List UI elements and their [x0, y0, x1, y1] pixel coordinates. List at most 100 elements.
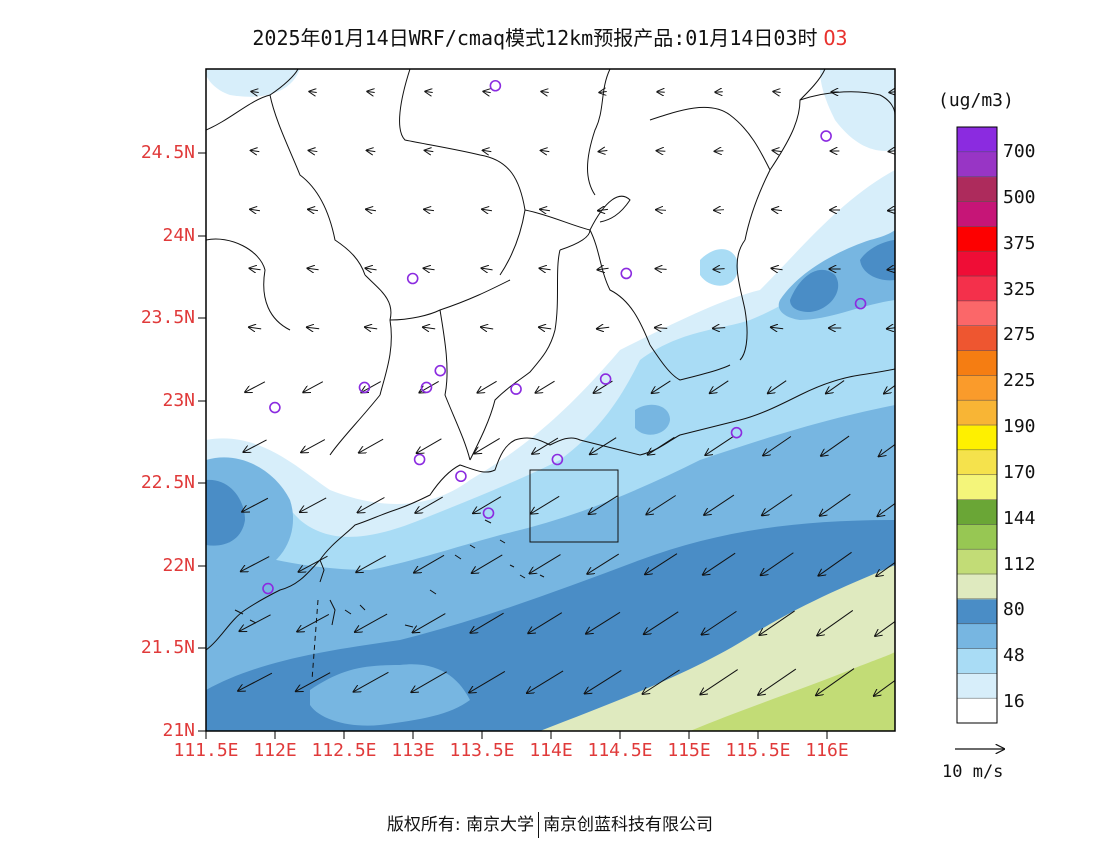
wind-vector — [820, 493, 851, 516]
wind-vector — [296, 672, 331, 692]
wind-vector — [413, 613, 446, 633]
wind-vector — [423, 268, 435, 270]
colorbar-segment — [957, 673, 997, 699]
cb-label-112: 112 — [1003, 554, 1036, 575]
wind-reference-label: 10 m/s — [942, 762, 1004, 782]
wind-vector — [541, 150, 550, 151]
wind-vector — [532, 437, 559, 454]
wind-vector — [643, 669, 680, 694]
wind-vector — [359, 438, 384, 453]
wind-vector — [713, 328, 726, 329]
title-text: 2025年01月14日WRF/cmaq模式12km预报产品:01月14日03时 — [252, 26, 818, 50]
lon-label-113: 113E — [391, 740, 435, 761]
station-marker — [730, 426, 743, 439]
wind-vector — [367, 150, 376, 151]
wind-vector — [415, 496, 443, 513]
wind-vector — [599, 150, 608, 151]
wind-vector — [239, 614, 271, 631]
lat-label-21: 21N — [162, 720, 195, 741]
lat-label-22-5: 22.5N — [140, 472, 195, 493]
cb-label-500: 500 — [1003, 187, 1036, 208]
wind-vector — [309, 150, 318, 151]
wind-vector — [585, 670, 622, 693]
colorbar-segment — [957, 201, 997, 227]
colorbar-segment — [957, 400, 997, 426]
colorbar-segment — [957, 300, 997, 327]
wind-vector — [772, 209, 783, 210]
wind-vector — [301, 439, 326, 453]
wind-vector — [243, 439, 267, 452]
colorbar-segment — [957, 425, 997, 451]
lat-label-21-5: 21.5N — [140, 637, 195, 658]
dashed-boundary — [311, 599, 319, 681]
station-marker — [358, 381, 371, 394]
cb-label-325: 325 — [1003, 279, 1036, 300]
wind-vector — [482, 209, 493, 211]
station-marker — [551, 453, 564, 466]
cb-label-190: 190 — [1003, 416, 1036, 437]
wind-vector — [655, 328, 668, 329]
colorbar-segment — [957, 623, 997, 649]
wind-vector — [481, 327, 494, 329]
wind-vector — [644, 611, 679, 634]
hk-box — [529, 469, 619, 543]
colorbar-segment — [957, 648, 997, 674]
lat-label-23: 23N — [162, 390, 195, 411]
wind-vector — [473, 496, 502, 514]
cb-label-48: 48 — [1003, 645, 1025, 666]
wind-vector — [309, 92, 317, 93]
wind-vector — [366, 209, 377, 210]
wind-vector — [355, 613, 388, 632]
wind-vector — [477, 380, 497, 392]
cb-label-170: 170 — [1003, 462, 1036, 483]
wind-vector — [645, 553, 678, 575]
cb-label-275: 275 — [1003, 324, 1036, 345]
station-marker — [406, 272, 419, 285]
wind-vector — [816, 668, 855, 696]
colorbar-segment — [957, 176, 997, 202]
wind-vector — [250, 209, 261, 210]
wind-vector — [648, 436, 675, 454]
wind-vector — [773, 92, 781, 93]
wind-vectors — [238, 91, 895, 696]
wind-vector — [887, 268, 895, 269]
lat-label-24: 24N — [162, 225, 195, 246]
wind-vector — [887, 327, 895, 329]
wind-vector — [308, 209, 319, 210]
wind-vector — [417, 438, 442, 453]
wind-vector — [425, 150, 434, 151]
field-112-144-ne — [790, 269, 839, 312]
lon-label-116: 116E — [805, 740, 849, 761]
wind-vector — [713, 269, 725, 270]
wind-vector — [889, 150, 895, 151]
wind-vector — [539, 327, 552, 329]
wind-vector — [597, 268, 609, 269]
wind-vector — [771, 327, 784, 329]
colorbar-segment — [957, 524, 997, 550]
wind-vector — [527, 670, 564, 693]
colorbar-segment — [957, 127, 997, 153]
wind-vector — [354, 671, 389, 691]
colorbar-segment — [957, 499, 997, 525]
wind-vector — [470, 612, 504, 633]
wind-vector — [587, 553, 620, 574]
field-80-112-b — [635, 404, 670, 435]
cb-label-225: 225 — [1003, 370, 1036, 391]
lon-ticks — [205, 731, 828, 739]
wind-vector — [242, 497, 269, 512]
station-marker — [413, 453, 426, 466]
colorbar-segment — [957, 350, 997, 376]
station-marker — [620, 267, 633, 280]
coastline-islands — [234, 519, 545, 628]
wind-vector — [598, 209, 609, 210]
field-80-112-sw — [310, 664, 470, 726]
wind-vector — [531, 495, 560, 513]
station-marker — [854, 297, 867, 310]
colorbar-segment — [957, 226, 997, 252]
field-16-48-ne — [820, 69, 895, 151]
wind-vector — [249, 327, 262, 329]
wind-vector — [297, 613, 330, 631]
station-marker — [820, 130, 832, 142]
colorbar-segment — [957, 698, 997, 724]
